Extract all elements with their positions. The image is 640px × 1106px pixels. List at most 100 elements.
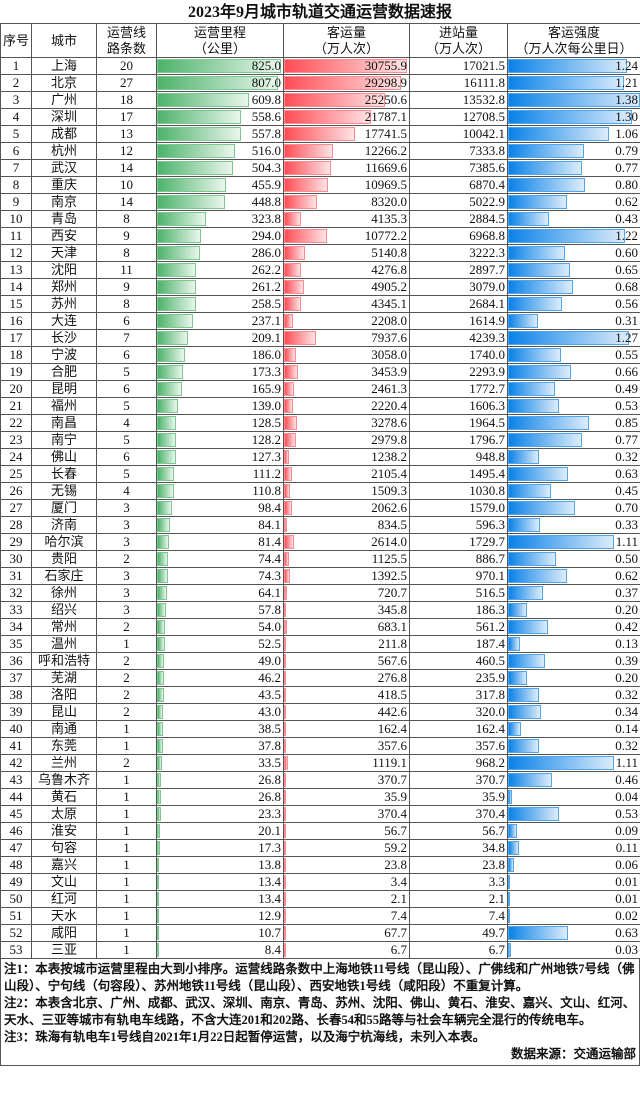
- row-index: 39: [0, 703, 32, 721]
- cell-value: 10.7: [258, 925, 281, 941]
- data-bar: [157, 586, 167, 600]
- intensity: 0.37: [507, 584, 640, 602]
- cell-value: 济南: [50, 517, 77, 533]
- intensity: 0.04: [507, 788, 640, 806]
- cell-value: 21: [9, 398, 23, 414]
- cell-value: 0.01: [615, 874, 638, 890]
- cell-value: 40: [9, 721, 23, 737]
- passengers: 211.8: [283, 635, 410, 653]
- cell-value: 37: [9, 670, 23, 686]
- line-count: 2: [96, 618, 157, 636]
- data-bar: [157, 212, 206, 226]
- entries: 596.3: [409, 516, 508, 534]
- cell-value: 128.5: [251, 415, 281, 431]
- city-name: 深圳: [31, 108, 97, 126]
- data-bar: [508, 110, 633, 124]
- cell-value: 0.32: [615, 738, 638, 754]
- cell-value: 2: [123, 670, 130, 686]
- data-bar: [508, 824, 517, 838]
- cell-value: 苏州: [50, 296, 77, 312]
- cell-value: 2684.1: [469, 296, 505, 312]
- cell-value: 56.7: [482, 823, 505, 839]
- cell-value: 8: [123, 211, 130, 227]
- cell-value: 4: [123, 415, 130, 431]
- cell-value: 0.42: [615, 619, 638, 635]
- data-bar: [284, 705, 286, 719]
- mileage: 455.9: [156, 176, 284, 194]
- row-index: 28: [0, 516, 32, 534]
- cell-value: 14: [120, 160, 133, 176]
- cell-value: 43: [9, 772, 23, 788]
- cell-value: 110.8: [252, 483, 281, 499]
- row-index: 35: [0, 635, 32, 653]
- cell-value: 句容: [50, 840, 77, 856]
- cell-value: 0.85: [615, 415, 638, 431]
- cell-value: 6.7: [390, 942, 407, 958]
- cell-value: 16: [9, 313, 23, 329]
- cell-value: 上海: [50, 58, 77, 74]
- row-index: 31: [0, 567, 32, 585]
- data-bar: [284, 399, 293, 413]
- entries: 5022.9: [409, 193, 508, 211]
- data-bar: [284, 688, 286, 702]
- data-bar: [157, 637, 165, 651]
- data-bar: [157, 569, 169, 583]
- data-bar: [284, 110, 372, 124]
- mileage: 111.2: [156, 465, 284, 483]
- mileage: 26.8: [156, 771, 284, 789]
- data-bar: [508, 127, 610, 141]
- cell-value: 1: [123, 840, 130, 856]
- city-name: 兰州: [31, 754, 97, 772]
- cell-value: 7333.8: [469, 143, 505, 159]
- data-bar: [508, 688, 539, 702]
- cell-value: 1796.7: [469, 432, 505, 448]
- cell-value: 74.3: [258, 568, 281, 584]
- intensity: 0.01: [507, 890, 640, 908]
- data-bar: [508, 773, 552, 787]
- cell-value: 2614.0: [371, 534, 407, 550]
- passengers: 10969.5: [283, 176, 410, 194]
- cell-value: 2: [123, 704, 130, 720]
- data-bar: [284, 178, 328, 192]
- line-count: 1: [96, 873, 157, 891]
- cell-value: 大连: [50, 313, 77, 329]
- passengers: 67.7: [283, 924, 410, 942]
- cell-value: 洛阳: [50, 687, 77, 703]
- data-bar: [508, 297, 562, 311]
- data-bar: [157, 195, 225, 209]
- table-row: 50 红河 1 13.4 2.1 2.1 0.01: [0, 890, 640, 908]
- cell-value: 0.49: [615, 381, 638, 397]
- cell-value: 49.7: [482, 925, 505, 941]
- cell-value: 173.3: [251, 364, 281, 380]
- cell-value: 12: [9, 245, 23, 261]
- city-name: 嘉兴: [31, 856, 97, 874]
- line-count: 3: [96, 499, 157, 517]
- row-index: 50: [0, 890, 32, 908]
- line-count: 2: [96, 754, 157, 772]
- data-bar: [508, 161, 582, 175]
- city-name: 哈尔滨: [31, 533, 97, 551]
- cell-value: 13: [120, 126, 133, 142]
- metro-data-table: 序号 城市 运营线 路条数 运营里程 （公里） 客运量 （万人次） 进站量 （万人次） 客运强度 （万…: [0, 23, 640, 959]
- table-row: 27 厦门 3 98.4 2062.6 1579.0 0.70: [0, 499, 640, 517]
- data-bar: [508, 671, 528, 685]
- cell-value: 128.2: [251, 432, 281, 448]
- cell-value: 6: [123, 381, 130, 397]
- mileage: 57.8: [156, 601, 284, 619]
- table-row: 49 文山 1 13.4 3.4 3.3 0.01: [0, 873, 640, 891]
- line-count: 1: [96, 839, 157, 857]
- line-count: 3: [96, 601, 157, 619]
- passengers: 2062.6: [283, 499, 410, 517]
- entries: 1796.7: [409, 431, 508, 449]
- city-name: 武汉: [31, 159, 97, 177]
- city-name: 贵阳: [31, 550, 97, 568]
- data-bar: [284, 144, 334, 158]
- cell-value: 0.32: [615, 449, 638, 465]
- intensity: 0.65: [507, 261, 640, 279]
- cell-value: 5: [123, 466, 130, 482]
- row-index: 33: [0, 601, 32, 619]
- data-bar: [157, 399, 178, 413]
- cell-value: 211.8: [378, 636, 407, 652]
- cell-value: 1: [123, 925, 130, 941]
- passengers: 370.7: [283, 771, 410, 789]
